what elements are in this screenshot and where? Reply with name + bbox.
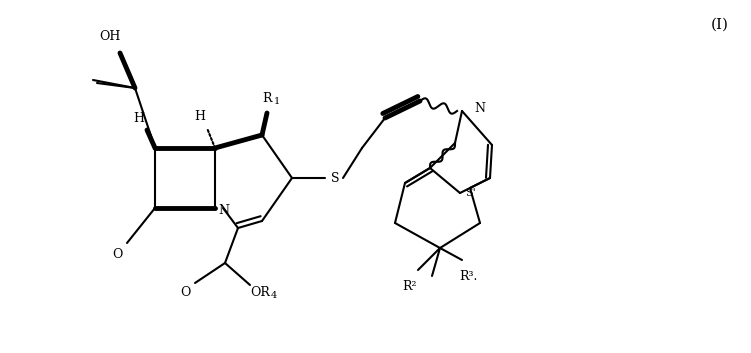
Text: H: H bbox=[195, 109, 206, 122]
Text: N: N bbox=[218, 204, 229, 217]
Text: OH: OH bbox=[99, 30, 121, 42]
Text: 1: 1 bbox=[274, 97, 280, 107]
Text: H: H bbox=[134, 112, 144, 125]
Text: R: R bbox=[262, 92, 272, 106]
Text: O: O bbox=[112, 249, 122, 262]
Text: S': S' bbox=[465, 188, 475, 198]
Text: S: S bbox=[330, 172, 339, 185]
Text: N: N bbox=[474, 102, 485, 115]
Text: OR: OR bbox=[250, 287, 270, 299]
Text: R²: R² bbox=[403, 280, 418, 293]
Text: O: O bbox=[179, 287, 190, 299]
Text: R³.: R³. bbox=[459, 269, 477, 282]
Text: (I): (I) bbox=[711, 18, 729, 32]
Text: 4: 4 bbox=[271, 291, 277, 299]
